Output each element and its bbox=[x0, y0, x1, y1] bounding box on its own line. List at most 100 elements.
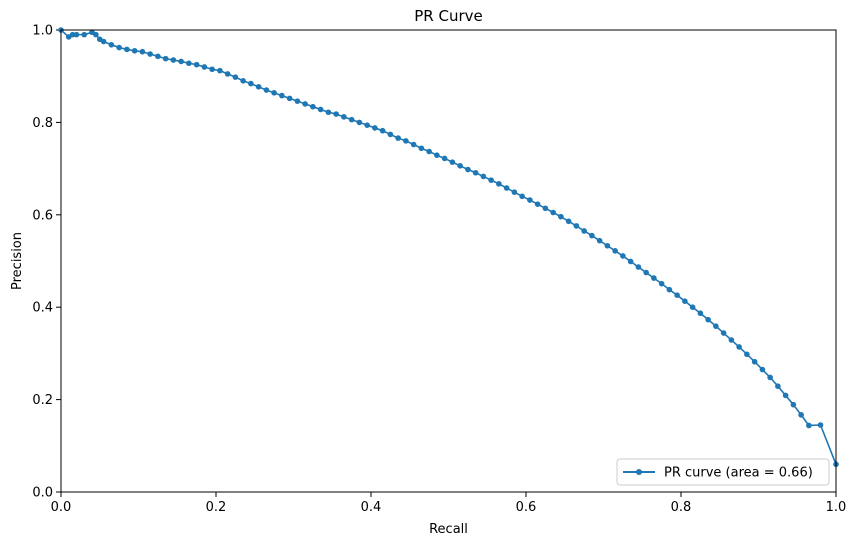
data-point bbox=[705, 316, 711, 323]
data-point bbox=[372, 125, 378, 131]
data-point bbox=[418, 145, 425, 152]
plot-area bbox=[61, 30, 836, 492]
data-point bbox=[271, 90, 277, 96]
data-point bbox=[457, 163, 463, 169]
data-point bbox=[612, 248, 618, 254]
x-tick-label: 0.8 bbox=[671, 500, 692, 515]
data-point bbox=[341, 114, 347, 120]
data-point bbox=[286, 95, 293, 102]
data-point bbox=[782, 392, 789, 399]
data-point bbox=[310, 103, 316, 110]
data-point bbox=[224, 71, 231, 77]
data-point bbox=[209, 66, 215, 73]
data-point bbox=[232, 74, 239, 80]
data-point bbox=[178, 58, 184, 65]
data-point bbox=[302, 101, 308, 107]
data-point bbox=[558, 213, 564, 220]
data-point bbox=[666, 286, 673, 293]
data-point bbox=[263, 87, 270, 93]
data-point bbox=[643, 269, 649, 276]
data-point bbox=[73, 31, 80, 38]
x-tick-label: 0.0 bbox=[51, 500, 72, 515]
data-point bbox=[108, 41, 115, 48]
legend-label: PR curve (area = 0.66) bbox=[664, 466, 813, 481]
data-point bbox=[736, 344, 742, 350]
y-tick-label: 0.2 bbox=[32, 393, 53, 408]
data-point bbox=[720, 330, 727, 336]
data-point bbox=[248, 80, 254, 87]
data-point bbox=[69, 31, 76, 38]
data-point bbox=[255, 84, 262, 90]
data-point bbox=[589, 232, 595, 239]
data-point bbox=[403, 138, 409, 144]
data-point bbox=[387, 131, 394, 138]
data-point bbox=[395, 135, 401, 141]
y-tick-label: 0.0 bbox=[32, 486, 53, 501]
data-point bbox=[279, 92, 285, 99]
series-layer bbox=[58, 27, 839, 468]
data-point bbox=[604, 242, 611, 249]
data-point bbox=[651, 275, 657, 281]
data-point bbox=[147, 51, 153, 57]
data-point bbox=[131, 47, 138, 54]
y-axis-label: Precision bbox=[10, 232, 25, 290]
data-point bbox=[488, 177, 494, 183]
x-tick-label: 0.4 bbox=[361, 500, 382, 515]
data-point bbox=[325, 109, 332, 116]
data-point bbox=[333, 111, 339, 117]
data-point bbox=[317, 106, 324, 113]
data-point bbox=[817, 422, 824, 428]
data-point bbox=[116, 44, 122, 51]
data-point bbox=[81, 31, 88, 38]
data-point bbox=[682, 298, 688, 304]
data-point bbox=[472, 169, 479, 176]
data-point bbox=[201, 64, 208, 70]
data-point bbox=[465, 166, 471, 173]
data-point bbox=[364, 122, 370, 128]
data-point bbox=[565, 218, 572, 225]
data-point bbox=[356, 119, 363, 126]
y-tick-label: 0.8 bbox=[32, 116, 53, 131]
data-point bbox=[674, 292, 680, 298]
data-point bbox=[186, 60, 192, 67]
y-axis-ticks: 0.0 0.2 0.4 0.6 0.8 1.0 bbox=[32, 24, 61, 501]
data-point bbox=[627, 258, 634, 265]
chart-title: PR Curve bbox=[414, 7, 483, 25]
data-point bbox=[550, 209, 556, 216]
data-point bbox=[798, 412, 804, 418]
data-point bbox=[635, 264, 642, 270]
data-point bbox=[155, 53, 161, 60]
data-point bbox=[542, 205, 549, 212]
data-point bbox=[790, 401, 797, 408]
data-point bbox=[496, 181, 502, 187]
legend-marker-swatch bbox=[636, 469, 642, 475]
y-tick-label: 0.6 bbox=[32, 208, 53, 223]
data-point bbox=[480, 173, 487, 180]
data-point bbox=[767, 374, 773, 381]
data-point bbox=[434, 152, 440, 158]
data-point bbox=[759, 366, 766, 373]
data-point bbox=[294, 98, 301, 104]
data-point bbox=[751, 358, 758, 365]
x-axis-ticks: 0.0 0.2 0.4 0.6 0.8 1.0 bbox=[51, 492, 847, 515]
data-point bbox=[744, 351, 750, 358]
data-point bbox=[713, 323, 719, 329]
data-point bbox=[728, 337, 735, 343]
data-point bbox=[426, 148, 432, 155]
y-tick-label: 1.0 bbox=[32, 24, 53, 39]
y-tick-label: 0.4 bbox=[32, 301, 53, 316]
data-point bbox=[93, 31, 99, 38]
legend: PR curve (area = 0.66) bbox=[616, 458, 830, 486]
x-tick-label: 1.0 bbox=[826, 500, 847, 515]
data-point bbox=[658, 280, 665, 287]
data-point bbox=[697, 310, 704, 317]
x-tick-label: 0.6 bbox=[516, 500, 537, 515]
data-point bbox=[689, 304, 696, 311]
data-point bbox=[240, 78, 246, 84]
data-point bbox=[348, 116, 355, 123]
data-point bbox=[511, 189, 518, 195]
data-point bbox=[527, 197, 533, 203]
plot-frame bbox=[60, 29, 837, 493]
data-point bbox=[170, 57, 177, 63]
